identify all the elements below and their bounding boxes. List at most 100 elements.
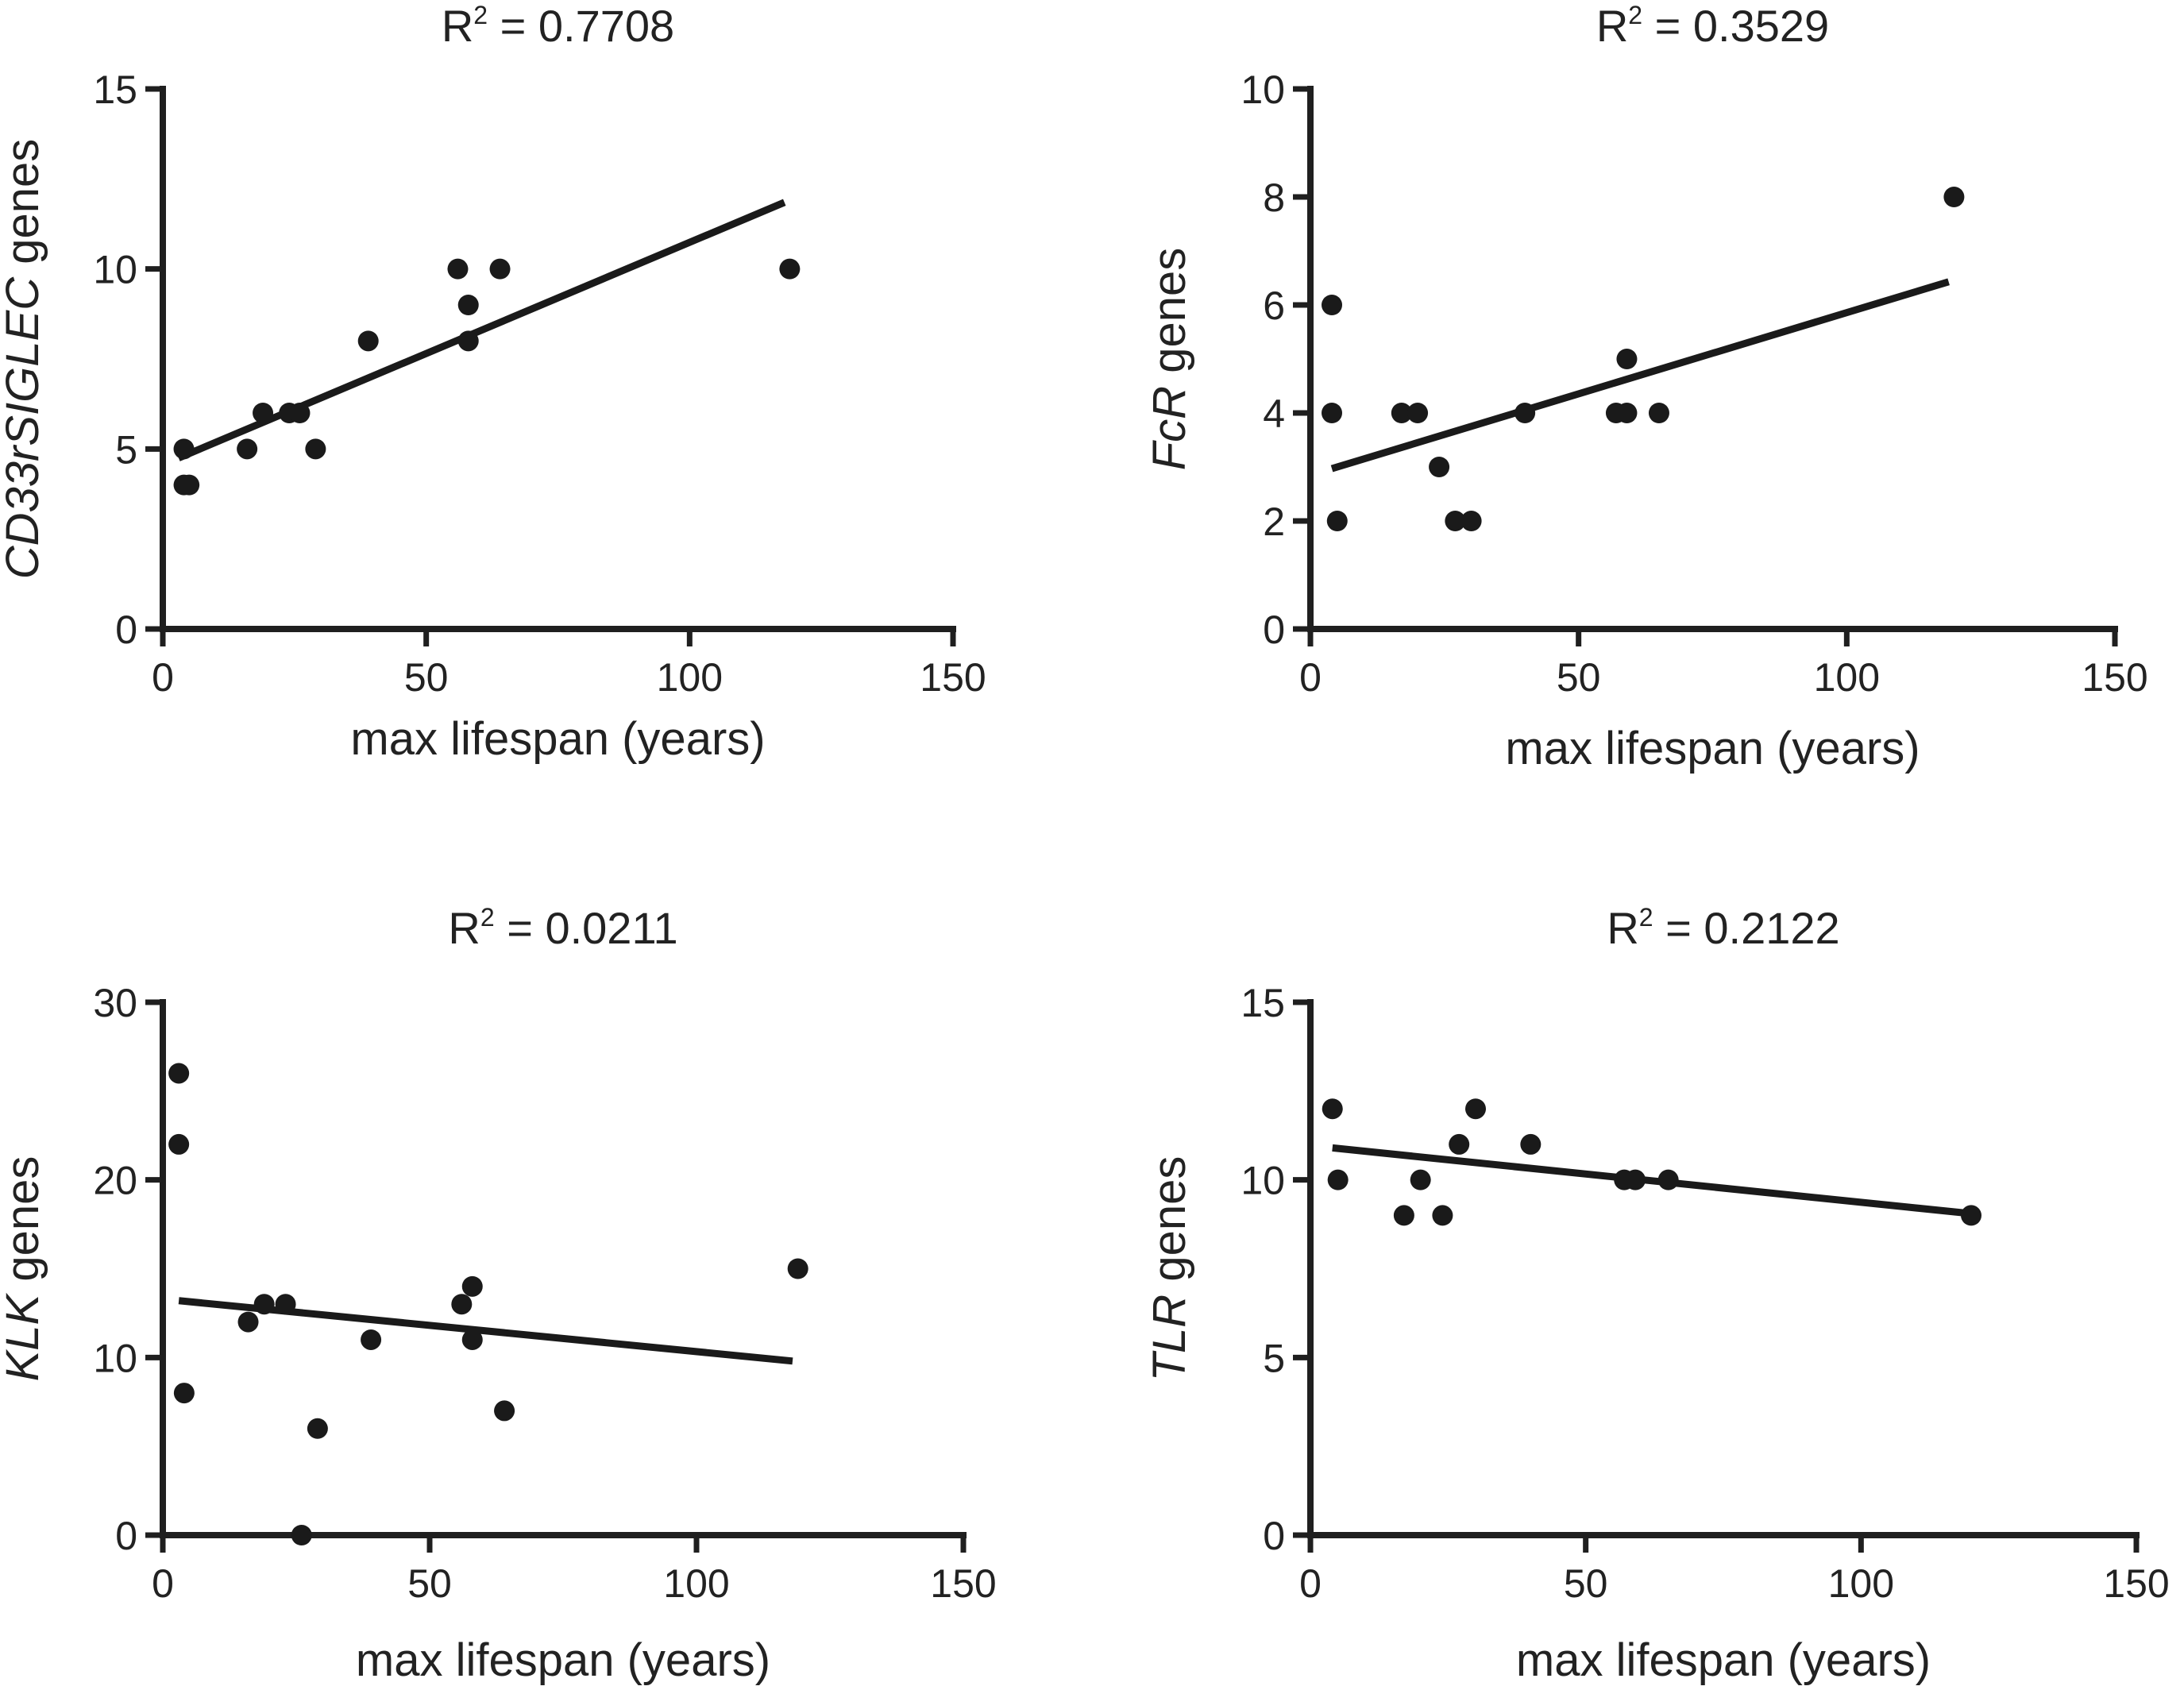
y-axis-label: CD33rSIGLEC genes <box>0 139 48 580</box>
data-point <box>457 295 479 315</box>
y-tick-label: 0 <box>115 1514 137 1558</box>
data-point <box>1327 1169 1349 1190</box>
title-r: R <box>1607 903 1638 953</box>
y-tick-label: 15 <box>1241 981 1285 1025</box>
data-point <box>173 438 195 460</box>
data-point <box>307 1418 328 1439</box>
y-axis-gene-family: FcR <box>1144 386 1195 470</box>
y-tick-label: 30 <box>93 981 137 1025</box>
x-tick-label: 100 <box>1828 1561 1894 1606</box>
scatter-panel-3: 0 10 20 30 0 50 100 150 R2 = 0.0211 max lifespan … <box>0 903 997 1686</box>
data-point <box>237 438 258 460</box>
data-point <box>1445 511 1466 531</box>
data-point <box>1625 1169 1646 1190</box>
data-point <box>1410 1169 1431 1190</box>
y-axis-genes-word: genes <box>1144 248 1195 386</box>
data-point <box>1326 511 1348 531</box>
data-point <box>1943 187 1965 207</box>
data-point <box>457 330 479 352</box>
y-axis-gene-family: KLK <box>0 1292 48 1381</box>
x-tick-label: 50 <box>407 1561 452 1606</box>
data-point <box>1657 1169 1679 1190</box>
x-tick-label: 150 <box>2103 1561 2169 1606</box>
data-point <box>291 1525 312 1545</box>
x-axis-label: max lifespan (years) <box>350 713 765 765</box>
data-point <box>1961 1205 1981 1226</box>
r-squared-title: R2 = 0.0211 <box>448 903 677 953</box>
data-point <box>1322 1098 1343 1120</box>
y-tick-label: 10 <box>1241 1159 1285 1203</box>
data-point <box>1515 403 1536 423</box>
y-tick-label: 10 <box>1241 68 1285 112</box>
data-point <box>447 258 469 280</box>
data-point <box>1449 1133 1470 1155</box>
data-point <box>275 1294 296 1315</box>
y-axis-gene-family: TLR <box>1144 1295 1195 1382</box>
data-point <box>494 1400 515 1422</box>
data-point <box>1461 511 1482 531</box>
y-tick-label: 5 <box>115 427 137 472</box>
data-point <box>253 1294 275 1315</box>
x-tick-label: 150 <box>2082 655 2147 700</box>
data-point <box>289 403 311 423</box>
y-tick-label: 0 <box>1263 608 1285 652</box>
r-squared-title: R2 = 0.3529 <box>1596 1 1829 51</box>
y-tick-label: 10 <box>93 248 137 292</box>
data-point <box>1322 403 1343 423</box>
data-point <box>1407 403 1429 423</box>
y-tick-label: 5 <box>1263 1336 1285 1380</box>
data-point <box>787 1258 808 1279</box>
data-point <box>357 330 379 352</box>
title-r: R <box>448 903 480 953</box>
title-superscript: 2 <box>473 1 488 29</box>
y-axis-label: FcR genes <box>1144 248 1195 470</box>
y-axis-genes-word: genes <box>0 139 48 277</box>
title-value: = 0.3529 <box>1642 1 1829 51</box>
x-axis-label: max lifespan (years) <box>1516 1634 1931 1686</box>
title-value: = 0.2122 <box>1653 903 1840 953</box>
data-point <box>461 1275 483 1297</box>
y-tick-label: 10 <box>93 1336 137 1380</box>
title-superscript: 2 <box>1628 1 1642 29</box>
y-tick-label: 20 <box>93 1159 137 1203</box>
y-axis-label: TLR genes <box>1144 1156 1195 1382</box>
regression-line <box>1330 278 1950 473</box>
data-point <box>361 1329 382 1350</box>
y-axis-gene-family: CD33rSIGLEC <box>0 276 48 579</box>
data-point <box>461 1329 483 1350</box>
r-squared-title: R2 = 0.2122 <box>1607 903 1839 953</box>
x-tick-label: 150 <box>920 655 986 700</box>
r-squared-title: R2 = 0.7708 <box>442 1 674 51</box>
y-tick-label: 4 <box>1263 392 1285 436</box>
data-point <box>179 474 200 496</box>
data-point <box>1616 403 1638 423</box>
data-point <box>779 258 801 280</box>
title-r: R <box>1596 1 1628 51</box>
data-point <box>1432 1205 1453 1226</box>
data-point <box>489 258 511 280</box>
x-tick-label: 150 <box>930 1561 996 1606</box>
title-superscript: 2 <box>480 903 495 932</box>
y-tick-label: 6 <box>1263 284 1285 328</box>
x-tick-label: 100 <box>1814 655 1880 700</box>
title-r: R <box>442 1 473 51</box>
y-tick-label: 2 <box>1263 500 1285 544</box>
regression-line <box>1332 1144 1972 1217</box>
data-point <box>1322 295 1343 315</box>
x-tick-label: 50 <box>1564 1561 1608 1606</box>
data-point <box>1648 403 1669 423</box>
data-point <box>451 1294 473 1315</box>
data-point <box>237 1311 259 1333</box>
x-tick-label: 0 <box>152 655 174 700</box>
x-tick-label: 0 <box>152 1561 174 1606</box>
title-superscript: 2 <box>1639 903 1653 932</box>
x-tick-label: 100 <box>657 655 723 700</box>
data-point <box>1616 349 1638 369</box>
title-value: = 0.0211 <box>495 903 678 953</box>
x-tick-label: 100 <box>663 1561 729 1606</box>
data-point <box>168 1063 190 1084</box>
y-axis-genes-word: genes <box>1144 1156 1195 1295</box>
